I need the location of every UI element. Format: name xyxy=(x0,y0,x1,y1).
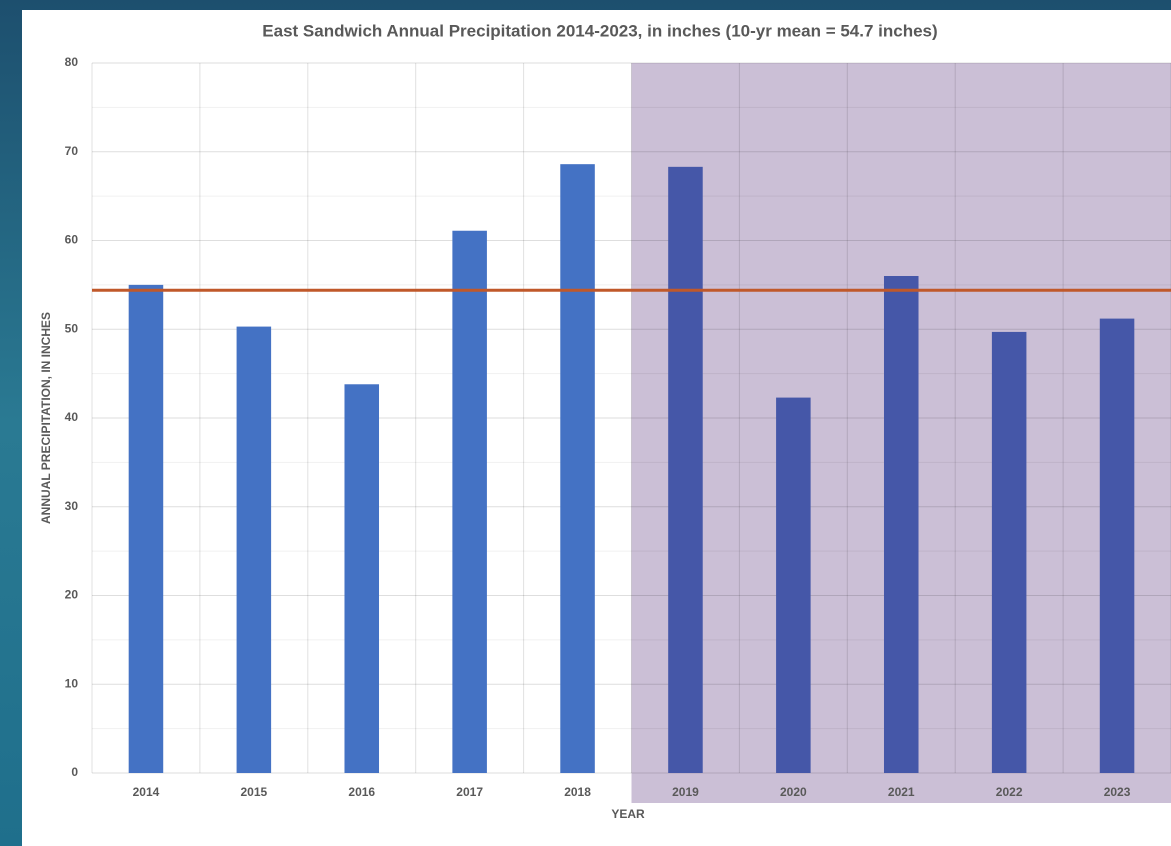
x-tick-label: 2023 xyxy=(1104,785,1131,799)
bar xyxy=(883,276,919,773)
x-tick-label: 2018 xyxy=(564,785,591,799)
bar xyxy=(991,331,1027,773)
bar xyxy=(1099,318,1135,773)
y-tick-label: 30 xyxy=(65,499,79,513)
x-tick-label: 2020 xyxy=(780,785,807,799)
x-axis-title: YEAR xyxy=(611,807,645,821)
x-tick-label: 2022 xyxy=(996,785,1023,799)
x-tick-label: 2015 xyxy=(240,785,267,799)
bar xyxy=(560,164,595,774)
y-tick-label: 60 xyxy=(65,233,79,247)
x-tick-label: 2019 xyxy=(672,785,699,799)
y-tick-label: 40 xyxy=(65,410,79,424)
chart-title: East Sandwich Annual Precipitation 2014-… xyxy=(262,21,937,40)
bar xyxy=(776,397,811,773)
y-tick-label: 20 xyxy=(65,588,79,602)
x-tick-label: 2014 xyxy=(133,785,160,799)
bar xyxy=(452,230,487,774)
bar xyxy=(236,326,272,773)
x-tick-label: 2021 xyxy=(888,785,915,799)
x-tick-label: 2016 xyxy=(348,785,375,799)
y-tick-label: 10 xyxy=(65,676,79,690)
y-tick-label: 80 xyxy=(65,55,79,69)
bar xyxy=(128,284,164,773)
bar xyxy=(344,384,380,773)
y-tick-label: 50 xyxy=(65,321,79,335)
bar xyxy=(668,166,703,773)
y-tick-label: 0 xyxy=(71,765,78,779)
x-tick-label: 2017 xyxy=(456,785,483,799)
y-tick-label: 70 xyxy=(65,144,79,158)
y-axis-title: ANNUAL PRECIPITATION, IN INCHES xyxy=(39,312,53,524)
